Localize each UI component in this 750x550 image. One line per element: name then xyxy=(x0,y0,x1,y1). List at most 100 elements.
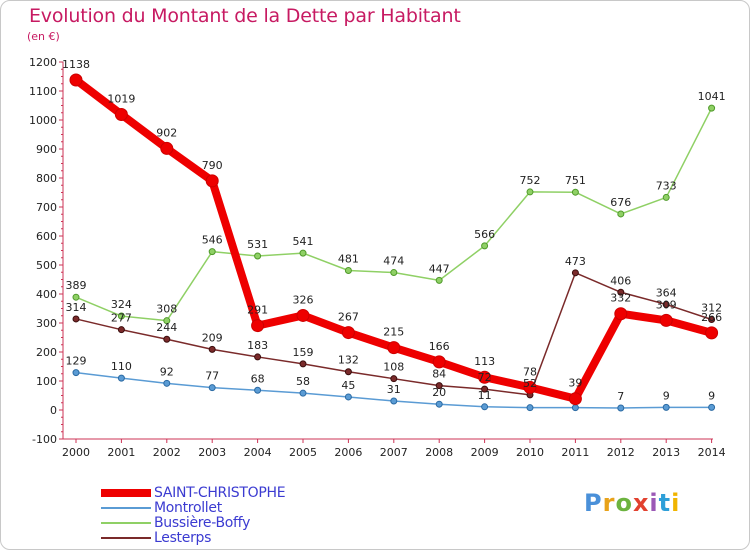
x-tick-label: 2011 xyxy=(561,446,589,459)
data-label: 406 xyxy=(610,274,631,287)
data-point xyxy=(344,393,352,401)
data-label: 209 xyxy=(202,331,223,344)
data-label: 733 xyxy=(656,179,677,192)
data-point xyxy=(160,141,174,155)
data-point xyxy=(344,267,352,275)
data-label: 77 xyxy=(205,370,219,383)
data-point xyxy=(72,315,80,323)
data-label: 9 xyxy=(663,389,670,402)
data-label: 215 xyxy=(383,326,404,339)
x-tick-label: 2006 xyxy=(334,446,362,459)
data-point xyxy=(571,404,579,412)
data-label: 312 xyxy=(701,302,722,315)
data-label: 166 xyxy=(429,340,450,353)
y-tick-label: 400 xyxy=(36,288,57,301)
data-label: 129 xyxy=(66,355,87,368)
data-point xyxy=(478,370,492,384)
data-label: 39 xyxy=(568,377,582,390)
data-label: 20 xyxy=(432,386,446,399)
data-label: 52 xyxy=(523,377,537,390)
data-point xyxy=(208,345,216,353)
data-point xyxy=(390,375,398,383)
data-point xyxy=(163,335,171,343)
data-label: 58 xyxy=(296,375,310,388)
data-point xyxy=(568,392,582,406)
data-point xyxy=(708,316,716,324)
y-tick-label: 1200 xyxy=(29,56,57,69)
data-point xyxy=(251,319,265,333)
data-point xyxy=(299,389,307,397)
data-point xyxy=(435,276,443,284)
x-tick-label: 2002 xyxy=(153,446,181,459)
data-point xyxy=(708,104,716,112)
data-point xyxy=(571,188,579,196)
data-point xyxy=(617,288,625,296)
data-label: 1019 xyxy=(107,92,135,105)
data-point xyxy=(254,386,262,394)
data-label: 546 xyxy=(202,234,223,247)
chart-title: Evolution du Montant de la Dette par Hab… xyxy=(29,5,461,27)
data-point xyxy=(208,384,216,392)
data-label: 244 xyxy=(156,321,177,334)
y-tick-label: 300 xyxy=(36,317,57,330)
data-point xyxy=(390,269,398,277)
x-tick-label: 2007 xyxy=(380,446,408,459)
data-label: 447 xyxy=(429,262,450,275)
data-point xyxy=(117,374,125,382)
legend-swatch xyxy=(101,507,151,509)
data-point xyxy=(662,193,670,201)
data-label: 676 xyxy=(610,196,631,209)
data-label: 326 xyxy=(293,293,314,306)
data-label: 277 xyxy=(111,312,132,325)
x-tick-label: 2012 xyxy=(607,446,635,459)
y-tick-label: 800 xyxy=(36,172,57,185)
legend-swatch xyxy=(101,489,151,497)
data-point xyxy=(481,403,489,411)
data-label: 751 xyxy=(565,174,586,187)
data-point xyxy=(163,317,171,325)
data-label: 474 xyxy=(383,255,404,268)
data-label: 113 xyxy=(474,355,495,368)
data-label: 291 xyxy=(247,304,268,317)
data-point xyxy=(614,307,628,321)
data-label: 566 xyxy=(474,228,495,241)
legend-label: Montrollet xyxy=(154,500,222,516)
data-point xyxy=(435,382,443,390)
data-point xyxy=(205,174,219,188)
data-label: 324 xyxy=(111,298,132,311)
x-tick-label: 2000 xyxy=(62,446,90,459)
x-tick-label: 2014 xyxy=(698,446,726,459)
legend-label: Bussière-Boffy xyxy=(154,515,251,531)
legend-label: SAINT-CHRISTOPHE xyxy=(154,485,286,501)
legend-swatch xyxy=(101,522,151,524)
data-label: 78 xyxy=(523,365,537,378)
x-tick-label: 2001 xyxy=(107,446,135,459)
data-point xyxy=(481,242,489,250)
data-point xyxy=(344,368,352,376)
x-tick-label: 2004 xyxy=(244,446,272,459)
data-point xyxy=(617,210,625,218)
y-tick-label: 600 xyxy=(36,230,57,243)
y-tick-label: 500 xyxy=(36,259,57,272)
data-point xyxy=(662,403,670,411)
data-point xyxy=(705,326,719,340)
data-label: 481 xyxy=(338,253,359,266)
data-point xyxy=(299,360,307,368)
data-point xyxy=(571,269,579,277)
data-label: 309 xyxy=(656,298,677,311)
data-label: 9 xyxy=(708,389,715,402)
data-label: 267 xyxy=(338,311,359,324)
data-point xyxy=(114,107,128,121)
data-point xyxy=(435,400,443,408)
data-label: 84 xyxy=(432,368,446,381)
data-label: 159 xyxy=(293,346,314,359)
data-label: 308 xyxy=(156,303,177,316)
data-point xyxy=(69,73,83,87)
data-label: 389 xyxy=(66,279,87,292)
data-label: 11 xyxy=(478,389,492,402)
data-point xyxy=(254,353,262,361)
data-label: 72 xyxy=(478,371,492,384)
data-point xyxy=(208,248,216,256)
